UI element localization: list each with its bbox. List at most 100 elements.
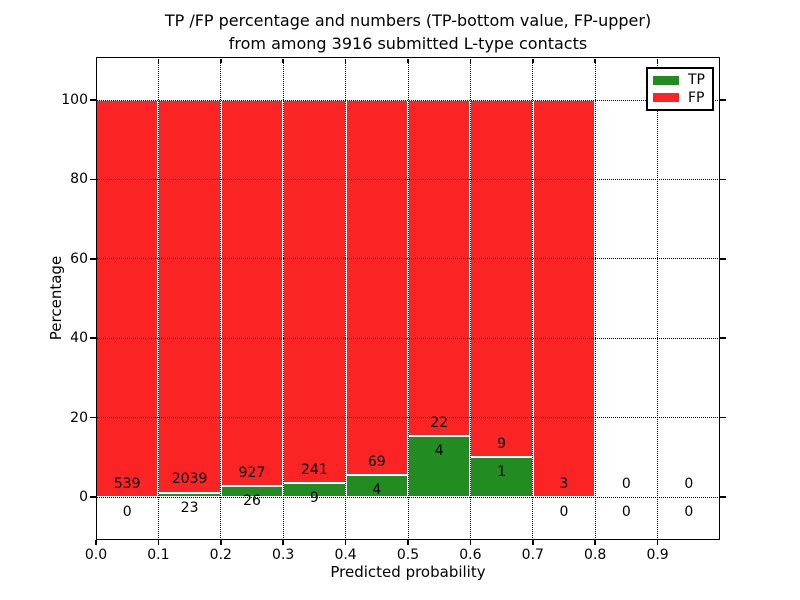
v-gridline-0.9 bbox=[657, 57, 659, 540]
tp-count-label-1: 23 bbox=[180, 499, 199, 516]
v-gridline-0.5 bbox=[407, 57, 409, 540]
x-tick-top-0.6 bbox=[469, 58, 472, 63]
fp-bar-7 bbox=[532, 100, 596, 497]
legend: TP FP bbox=[646, 67, 714, 111]
x-tick-label-0.9: 0.9 bbox=[646, 547, 669, 563]
x-tick-label-0.8: 0.8 bbox=[584, 547, 607, 563]
v-gridline-0.7 bbox=[532, 57, 534, 540]
y-tick-label-40: 40 bbox=[70, 330, 88, 347]
tp-count-label-7: 0 bbox=[559, 504, 569, 521]
x-tick-0.3 bbox=[282, 540, 284, 545]
tp-count-label-2: 26 bbox=[243, 493, 261, 510]
fp-count-label-7: 3 bbox=[559, 475, 569, 492]
x-tick-0.6 bbox=[469, 540, 472, 545]
fp-bar-5 bbox=[408, 100, 471, 436]
y-tick-right-40 bbox=[720, 337, 726, 339]
x-tick-0.8 bbox=[594, 540, 596, 545]
x-tick-label-0.5: 0.5 bbox=[396, 547, 420, 563]
x-tick-top-0.3 bbox=[282, 58, 284, 63]
legend-item-tp: TP bbox=[653, 73, 707, 87]
x-tick-label-0.0: 0.0 bbox=[84, 547, 108, 563]
tp-swatch-icon bbox=[653, 75, 679, 85]
x-tick-0.1 bbox=[157, 540, 160, 545]
fp-count-label-6: 9 bbox=[497, 436, 507, 453]
y-tick-right-20 bbox=[720, 416, 726, 419]
x-tick-top-0.8 bbox=[594, 58, 596, 63]
v-gridline-0.2 bbox=[220, 57, 222, 540]
y-tick-label-60: 60 bbox=[70, 250, 88, 267]
y-axis-label: Percentage bbox=[47, 255, 65, 341]
x-tick-0.9 bbox=[656, 540, 659, 545]
y-tick-label-100: 100 bbox=[61, 92, 88, 108]
fp-count-label-3: 241 bbox=[301, 461, 328, 478]
v-gridline-0.8 bbox=[594, 57, 596, 540]
tp-count-label-3: 9 bbox=[309, 489, 319, 506]
y-tick-60 bbox=[90, 258, 96, 260]
y-tick-0 bbox=[90, 496, 96, 498]
tp-count-label-8: 0 bbox=[621, 504, 631, 521]
fp-count-label-0: 539 bbox=[113, 475, 141, 492]
fp-count-label-5: 22 bbox=[430, 414, 449, 431]
y-tick-40 bbox=[90, 337, 96, 339]
fp-swatch-icon bbox=[653, 93, 679, 103]
tp-bar-5 bbox=[408, 435, 471, 497]
x-tick-top-0.9 bbox=[656, 58, 659, 63]
tp-bar-3 bbox=[283, 482, 346, 497]
fp-count-label-1: 2039 bbox=[171, 471, 208, 488]
v-gridline-0.4 bbox=[345, 57, 347, 540]
v-gridline-0.3 bbox=[282, 57, 284, 540]
tp-bar-6 bbox=[470, 457, 533, 497]
x-tick-top-0.4 bbox=[344, 58, 347, 63]
legend-label-fp: FP bbox=[688, 89, 705, 106]
x-tick-label-0.7: 0.7 bbox=[521, 547, 544, 563]
tp-bar-1 bbox=[158, 492, 221, 497]
x-tick-label-0.6: 0.6 bbox=[459, 547, 482, 563]
v-gridline-0.6 bbox=[469, 57, 471, 540]
y-tick-100 bbox=[90, 99, 96, 101]
x-tick-top-0.7 bbox=[532, 58, 534, 63]
x-tick-0.2 bbox=[220, 540, 222, 545]
x-tick-label-0.2: 0.2 bbox=[209, 547, 232, 563]
fp-bar-6 bbox=[470, 100, 533, 458]
fp-bar-4 bbox=[345, 100, 408, 476]
y-tick-80 bbox=[90, 178, 96, 181]
y-tick-label-0: 0 bbox=[79, 489, 88, 505]
tp-count-label-0: 0 bbox=[122, 504, 132, 521]
fp-bar-1 bbox=[158, 100, 221, 493]
y-tick-label-80: 80 bbox=[70, 171, 88, 188]
tp-count-label-9: 0 bbox=[684, 504, 694, 521]
y-tick-right-100 bbox=[720, 99, 726, 101]
v-gridline-0.1 bbox=[157, 57, 159, 540]
axes-frame bbox=[96, 57, 720, 540]
tp-bar-2 bbox=[220, 486, 284, 497]
legend-item-fp: FP bbox=[653, 91, 707, 105]
fp-bar-3 bbox=[283, 100, 346, 483]
x-tick-label-0.3: 0.3 bbox=[272, 547, 295, 563]
fp-count-label-9: 0 bbox=[684, 475, 694, 492]
x-tick-top-0.1 bbox=[157, 58, 160, 63]
x-tick-0.0 bbox=[95, 540, 97, 545]
x-tick-top-0.2 bbox=[220, 58, 222, 63]
y-tick-right-60 bbox=[720, 258, 726, 260]
y-tick-right-80 bbox=[720, 178, 726, 181]
fp-count-label-4: 69 bbox=[367, 454, 386, 471]
x-tick-top-0.5 bbox=[407, 58, 409, 63]
chart-title-line2: from among 3916 submitted L-type contact… bbox=[228, 34, 588, 53]
chart-title: TP /FP percentage and numbers (TP-bottom… bbox=[16, 9, 800, 55]
chart-title-line1: TP /FP percentage and numbers (TP-bottom… bbox=[164, 11, 652, 30]
tp-bar-4 bbox=[345, 475, 408, 497]
x-tick-label-0.4: 0.4 bbox=[334, 547, 357, 563]
y-tick-20 bbox=[90, 416, 96, 419]
x-tick-0.5 bbox=[407, 540, 409, 545]
x-tick-0.4 bbox=[344, 540, 347, 545]
x-tick-label-0.1: 0.1 bbox=[147, 547, 170, 563]
y-tick-label-20: 20 bbox=[70, 409, 88, 426]
fp-count-label-8: 0 bbox=[621, 475, 631, 492]
fp-count-label-2: 927 bbox=[238, 465, 266, 482]
tp-count-label-6: 1 bbox=[497, 464, 507, 481]
fp-bar-2 bbox=[220, 100, 284, 487]
legend-label-tp: TP bbox=[688, 72, 705, 89]
x-axis-label: Predicted probability bbox=[330, 563, 486, 581]
tp-count-label-4: 4 bbox=[372, 482, 382, 499]
